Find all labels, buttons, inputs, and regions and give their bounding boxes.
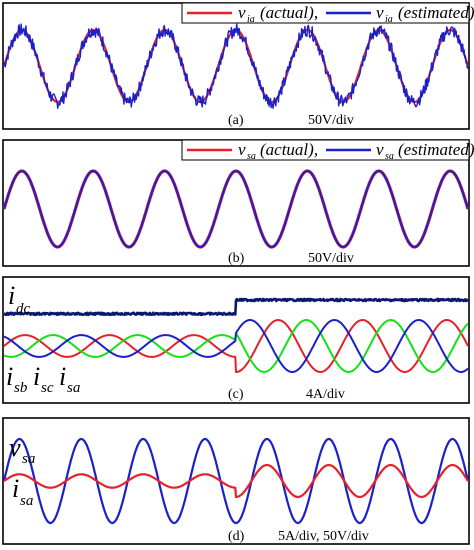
panel-b-plot <box>2 169 470 249</box>
panel-a-legend-blue-text: (estimated) <box>398 3 474 22</box>
panel-b-series-estimated <box>3 170 469 248</box>
panel-d-vsa-sub: sa <box>22 451 35 467</box>
panel-a-scale: 50V/div <box>308 113 354 128</box>
panel-c-idc-main: i <box>8 281 15 310</box>
panel-c-isa-sub: sa <box>67 380 80 396</box>
panel-b-legend-blue-text: (estimated) <box>398 140 474 159</box>
panel-b-label: (b) <box>228 251 245 266</box>
panel-b-legend-red-sub: sa <box>247 151 256 162</box>
panel-d: v sa i sa (d) 5A/div, 50V/div <box>2 417 470 545</box>
panel-c-isc-main: i <box>33 362 40 391</box>
panel-b-series-actual <box>2 169 470 249</box>
panel-d-isa-main: i <box>12 474 19 503</box>
panel-d-scale: 5A/div, 50V/div <box>278 529 369 544</box>
panel-c: i dc i sb i sc i sa (c) 4A/div <box>2 276 470 404</box>
panel-b: v sa (actual), v sa (estimated) (b) 50V/… <box>2 139 474 267</box>
panel-c-isa-main: i <box>59 362 66 391</box>
panel-c-plot <box>3 297 469 373</box>
panel-d-vsa-main: v <box>9 433 21 462</box>
panel-a-legend <box>181 2 470 24</box>
panel-d-series-v-sa <box>2 437 470 525</box>
panel-d-frame <box>2 417 470 545</box>
panel-c-label: (c) <box>228 387 244 402</box>
panel-a-legend-blue-sub: ia <box>385 14 393 25</box>
panel-a: v ia (actual), v ia (estimated) (a) 50V/… <box>2 2 474 130</box>
panel-b-legend-blue-sub: sa <box>385 151 394 162</box>
panel-b-legend-red-text: (actual), <box>260 140 318 159</box>
panel-c-scale: 4A/div <box>306 387 345 402</box>
panel-c-isb-sub: sb <box>14 380 28 396</box>
panel-c-isc-sub: sc <box>41 380 54 396</box>
panel-d-plot <box>2 437 470 525</box>
panel-c-isb-main: i <box>6 362 13 391</box>
panel-c-frame <box>2 276 470 404</box>
panel-b-legend-red-symbol: v <box>238 140 246 159</box>
panel-a-legend-red-symbol: v <box>238 3 246 22</box>
panel-c-series-idc <box>3 297 469 317</box>
panel-a-legend-red-text: (actual), <box>260 3 318 22</box>
panel-b-legend-blue-symbol: v <box>376 140 384 159</box>
panel-d-label: (d) <box>228 529 245 544</box>
panel-c-series-i-sc <box>3 319 469 373</box>
panel-a-series-estimated <box>3 23 469 109</box>
panel-a-plot <box>2 23 470 109</box>
panel-d-series-i-sa <box>3 463 469 499</box>
panel-a-label: (a) <box>228 113 244 128</box>
panel-a-legend-red-sub: ia <box>247 14 255 25</box>
panel-a-legend-blue-symbol: v <box>376 3 384 22</box>
panel-c-idc-sub: dc <box>16 301 31 317</box>
panel-d-isa-sub: sa <box>20 493 33 509</box>
panel-b-legend <box>181 139 470 161</box>
panel-b-scale: 50V/div <box>308 251 354 266</box>
